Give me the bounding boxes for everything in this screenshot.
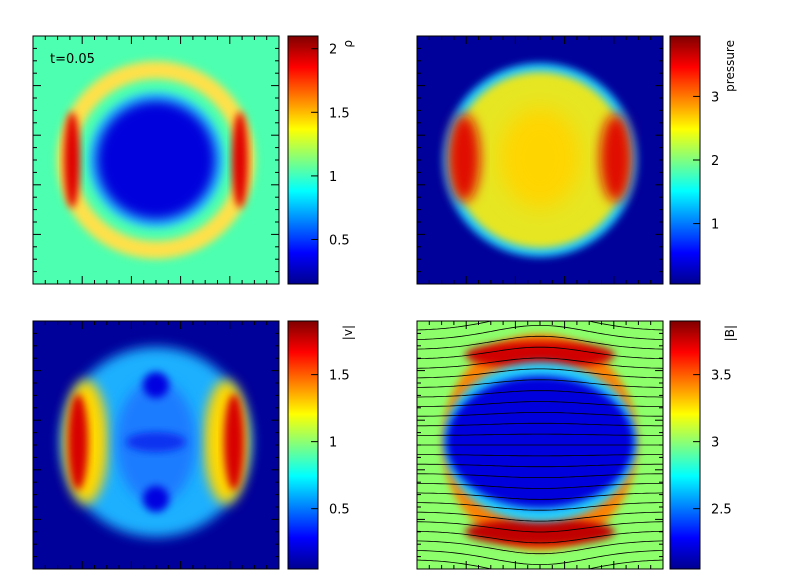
colorbar-tick-label: 1	[329, 436, 337, 451]
velocity-peak-left	[68, 394, 88, 490]
field-line	[417, 412, 663, 417]
field-line	[417, 492, 663, 500]
colorbar-top-left: 0.5 1 1.5 2 ρ	[287, 35, 355, 285]
field-line	[417, 401, 663, 408]
colorbar-tick-label: 0.5	[329, 503, 350, 518]
colorbar-tick-label: 1	[329, 170, 337, 185]
colorbar-tick-label: 2	[711, 154, 719, 169]
panel-velocity	[33, 321, 279, 569]
colorbar-top-right: 1 2 3 pressure	[669, 35, 737, 285]
field-line	[417, 559, 663, 569]
field-line	[417, 321, 663, 331]
field-line	[417, 463, 663, 468]
velocity-min-top	[143, 372, 169, 398]
colorbar-gradient	[287, 320, 319, 570]
colorbar-tick-label: 0.5	[329, 233, 350, 248]
field-line	[417, 511, 663, 522]
field-line	[417, 357, 663, 369]
pressure-core	[500, 108, 580, 208]
colorbar-gradient	[287, 35, 319, 285]
colorbar-bottom-left: 0.5 1 1.5 |v|	[287, 320, 355, 570]
field-line	[417, 390, 663, 398]
field-line	[417, 379, 663, 388]
field-line	[417, 550, 663, 565]
pressure-peak-right	[600, 114, 632, 202]
colorbar-label: ρ	[341, 40, 355, 48]
field-line	[417, 521, 663, 533]
velocity-map	[33, 321, 279, 569]
plot-frames	[32, 35, 664, 570]
colorbar-label: |v|	[341, 325, 355, 340]
density-crest-right	[232, 112, 248, 208]
field-line	[417, 530, 663, 544]
colorbar-label: |B|	[723, 325, 737, 341]
colorbar-tick-label: 3	[711, 436, 719, 451]
colorbar-tick-label: 2	[329, 43, 337, 58]
velocity-min-bottom	[143, 486, 169, 512]
field-line	[417, 325, 663, 340]
colorbar-tick-label: 1	[711, 218, 719, 233]
pressure-map	[417, 36, 663, 284]
field-line	[417, 346, 663, 360]
field-line	[417, 482, 663, 489]
field-line	[417, 335, 663, 350]
time-annotation: t=0.05	[50, 52, 95, 67]
field-line	[417, 540, 663, 555]
pressure-peak-left	[448, 114, 480, 202]
colorbar-bottom-right: 2.5 3 3.5 |B|	[669, 320, 737, 570]
field-line	[417, 502, 663, 511]
panel-pressure	[417, 36, 663, 284]
magnetic-cavity	[446, 376, 634, 508]
colorbar-tick-label: 2.5	[711, 503, 732, 518]
field-line	[417, 454, 663, 457]
panel-magnetic	[417, 321, 663, 569]
field-line	[417, 368, 663, 379]
velocity-peak-right	[224, 394, 244, 490]
velocity-min-center	[126, 432, 186, 452]
field-lines	[417, 321, 663, 569]
field-line	[417, 422, 663, 427]
colorbar-gradient	[669, 320, 701, 570]
magnetic-arc-top	[465, 341, 615, 369]
colorbar-tick-label: 1.5	[329, 106, 350, 121]
colorbar-tick-label: 1.5	[329, 369, 350, 384]
density-cavity	[96, 100, 216, 220]
colorbar-label: pressure	[723, 40, 737, 92]
density-crest-left	[64, 112, 80, 208]
colorbar-tick-label: 3.5	[711, 369, 732, 384]
density-map	[33, 36, 279, 284]
field-line	[417, 433, 663, 436]
panel-density: t=0.05	[33, 36, 279, 284]
colorbar-tick-label: 3	[711, 90, 719, 105]
field-line	[417, 473, 663, 478]
